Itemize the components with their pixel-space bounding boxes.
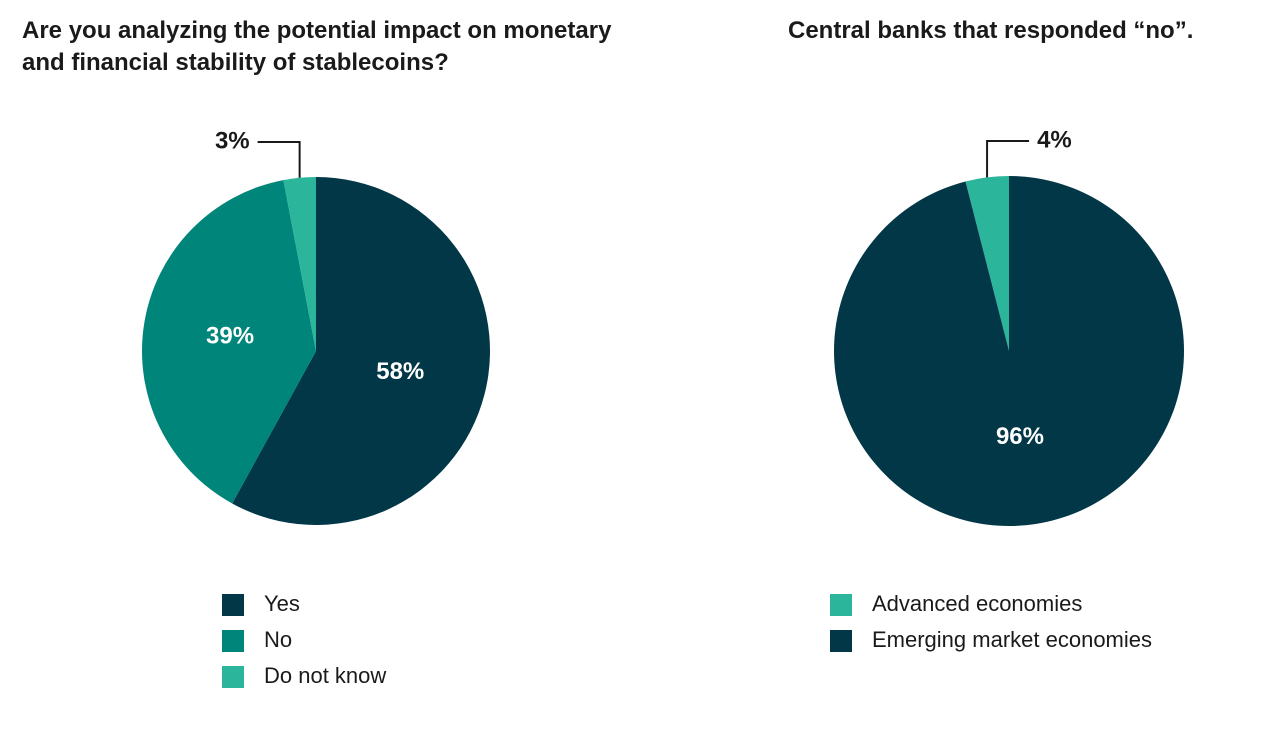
legend-swatch: [222, 666, 244, 688]
legend-label: No: [264, 627, 292, 652]
legend-label: Emerging market economies: [872, 627, 1152, 652]
pie-slice: [833, 176, 1184, 526]
chart-title: Central banks that responded “no”.: [788, 17, 1194, 44]
pie-slice: [965, 175, 1009, 351]
data-label: 3%: [215, 127, 250, 154]
leader-line: [257, 141, 301, 178]
legend-swatch: [830, 594, 852, 616]
legend-swatch: [222, 630, 244, 652]
legend-label: Yes: [264, 591, 300, 616]
data-label: 58%: [376, 358, 424, 385]
legend-label: Advanced economies: [872, 591, 1082, 616]
legend-swatch: [830, 630, 852, 652]
pie-slice: [141, 180, 316, 504]
chart-title: Are you analyzing the potential impact o…: [22, 17, 612, 76]
legend-swatch: [222, 594, 244, 616]
data-label: 39%: [206, 323, 254, 350]
leader-line: [986, 140, 1030, 178]
data-label: 96%: [996, 423, 1044, 450]
data-label: 4%: [1037, 126, 1072, 153]
legend-label: Do not know: [264, 663, 386, 688]
pie-slice: [232, 177, 491, 525]
pie-slice: [283, 177, 316, 351]
